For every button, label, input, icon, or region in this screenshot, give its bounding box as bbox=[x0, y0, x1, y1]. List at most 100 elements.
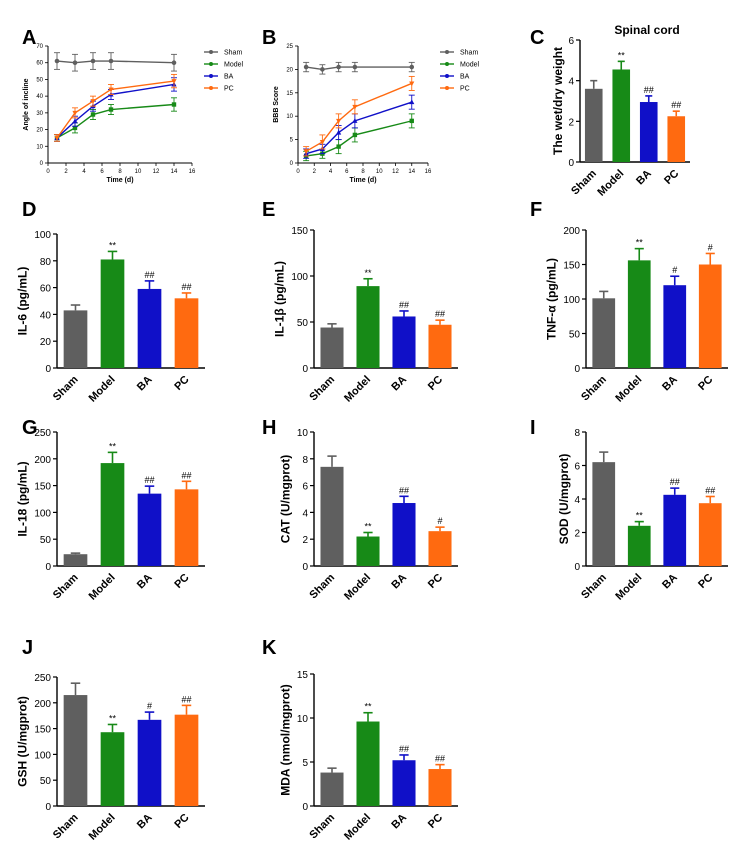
x-tick-label: 12 bbox=[392, 169, 399, 175]
significance-mark: # bbox=[437, 516, 442, 526]
y-tick-label: 4 bbox=[302, 508, 308, 519]
x-tick-label: BA bbox=[389, 812, 409, 832]
y-tick-label: 200 bbox=[34, 455, 51, 466]
significance-mark: ** bbox=[364, 268, 372, 278]
y-axis-label: IL-6 (pg/mL) bbox=[15, 267, 29, 336]
x-tick-label: 14 bbox=[171, 169, 178, 175]
panel-label: K bbox=[262, 637, 277, 659]
significance-mark: ## bbox=[705, 485, 715, 495]
x-tick-label: Model bbox=[87, 812, 118, 843]
legend-marker bbox=[209, 86, 213, 90]
bar-sham bbox=[63, 310, 88, 368]
y-tick-label: 0 bbox=[45, 364, 51, 375]
y-tick-label: 20 bbox=[286, 67, 293, 73]
significance-mark: ** bbox=[636, 238, 644, 248]
panel-label: D bbox=[22, 199, 37, 221]
x-tick-label: 8 bbox=[361, 169, 365, 175]
chart-svg: 0 50 100 150 200 250 GSH (U/mgprot) Sham ** Model… bbox=[15, 673, 205, 843]
y-tick-label: 250 bbox=[34, 673, 51, 684]
bar-pc bbox=[174, 298, 199, 368]
x-tick-label: 10 bbox=[135, 169, 142, 175]
data-point bbox=[303, 149, 309, 155]
data-point bbox=[336, 129, 342, 135]
legend-label: Model bbox=[460, 62, 480, 69]
significance-mark: ## bbox=[399, 485, 409, 495]
x-tick-label: 0 bbox=[296, 169, 300, 175]
bar-ba bbox=[392, 503, 416, 566]
panel-b: B 0 5 10 15 20 25 0 2 4 6 8 10 12 14 16 Time (d) BBB Scor… bbox=[250, 20, 510, 184]
y-tick-label: 4 bbox=[568, 77, 574, 88]
chart-svg: 0 2 4 6 8 10 CAT (U/mgprot) Sham ** Model ## BA # PC bbox=[279, 428, 458, 603]
data-point bbox=[320, 67, 325, 72]
y-tick-label: 20 bbox=[36, 128, 43, 134]
y-tick-label: 0 bbox=[40, 161, 44, 167]
chart-svg: 0 5 10 15 20 25 0 2 4 6 8 10 12 14 16 Time (d) BBB Score… bbox=[273, 44, 480, 184]
legend-label: Model bbox=[224, 62, 244, 69]
chart-svg: 0 50 100 150 IL-1β (pg/mL) Sham ** Model ## BA ## P… bbox=[272, 226, 458, 405]
y-tick-label: 50 bbox=[40, 535, 52, 546]
significance-mark: ## bbox=[644, 85, 654, 95]
legend-marker bbox=[445, 62, 449, 66]
data-point bbox=[72, 60, 78, 66]
panel-g: G 0 50 100 150 200 250 IL-18 (pg/mL) Sham ** Model… bbox=[0, 418, 250, 620]
y-axis-label: IL-1β (pg/mL) bbox=[272, 261, 286, 337]
y-tick-label: 2 bbox=[302, 535, 308, 546]
x-tick-label: Sham bbox=[569, 167, 599, 197]
y-tick-label: 0 bbox=[574, 562, 580, 573]
bar-sham bbox=[592, 462, 616, 566]
data-point bbox=[409, 99, 415, 105]
data-point bbox=[108, 58, 114, 64]
data-point bbox=[72, 125, 78, 131]
y-tick-label: 4 bbox=[574, 495, 580, 506]
bar-model bbox=[100, 732, 125, 806]
y-tick-label: 200 bbox=[34, 699, 51, 710]
x-tick-label: 0 bbox=[46, 169, 50, 175]
data-point bbox=[352, 104, 358, 110]
data-point bbox=[171, 102, 177, 107]
y-tick-label: 8 bbox=[302, 455, 308, 466]
x-tick-label: PC bbox=[426, 572, 445, 591]
y-tick-label: 6 bbox=[574, 462, 580, 473]
data-point bbox=[303, 64, 309, 70]
y-tick-label: 100 bbox=[34, 508, 51, 519]
chart-svg: 0 10 20 30 40 50 60 70 0 2 4 6 8 10 12 14 16 Time (d) Angl… bbox=[23, 44, 244, 184]
y-tick-label: 20 bbox=[40, 337, 52, 348]
x-tick-label: 6 bbox=[100, 169, 104, 175]
y-tick-label: 0 bbox=[302, 802, 308, 813]
x-tick-label: PC bbox=[696, 374, 715, 393]
legend-marker bbox=[209, 74, 213, 78]
legend-marker bbox=[445, 86, 449, 90]
bar-sham bbox=[320, 466, 344, 566]
bar-model bbox=[356, 721, 380, 806]
legend-marker bbox=[209, 50, 213, 54]
y-axis-label: CAT (U/mgprot) bbox=[279, 455, 293, 543]
y-tick-label: 150 bbox=[563, 261, 580, 272]
x-tick-label: Model bbox=[87, 374, 118, 405]
significance-mark: ## bbox=[671, 100, 681, 110]
x-tick-label: BA bbox=[135, 812, 155, 832]
data-point bbox=[409, 64, 415, 70]
x-tick-label: PC bbox=[172, 374, 191, 393]
x-tick-label: PC bbox=[696, 572, 715, 591]
panel-f: F 0 50 100 150 200 TNF-α (pg/mL) Sham ** Model # BA… bbox=[510, 200, 752, 405]
data-point bbox=[171, 60, 177, 66]
y-tick-label: 0 bbox=[302, 562, 308, 573]
significance-mark: ## bbox=[181, 282, 191, 292]
legend-marker bbox=[445, 74, 449, 78]
y-tick-label: 15 bbox=[286, 91, 293, 97]
data-point bbox=[336, 64, 341, 70]
significance-mark: ** bbox=[618, 50, 626, 60]
significance-mark: ## bbox=[399, 300, 409, 310]
panel-k: K 0 5 10 15 MDA (nmol/mgprot) Sham ** Model ## BA #… bbox=[250, 637, 510, 860]
bar-pc bbox=[174, 489, 199, 566]
significance-mark: ## bbox=[144, 270, 154, 280]
y-axis-label: MDA (nmol/mgprot) bbox=[279, 684, 293, 796]
y-tick-label: 30 bbox=[36, 111, 43, 117]
y-tick-label: 8 bbox=[574, 428, 580, 439]
legend-label: BA bbox=[460, 74, 470, 81]
panel-label: A bbox=[22, 27, 37, 49]
bar-ba bbox=[137, 493, 162, 566]
panel-label: B bbox=[262, 27, 277, 49]
chart-svg: 0 50 100 150 200 TNF-α (pg/mL) Sham ** Model # BA #… bbox=[544, 226, 728, 405]
legend-marker bbox=[209, 62, 213, 66]
